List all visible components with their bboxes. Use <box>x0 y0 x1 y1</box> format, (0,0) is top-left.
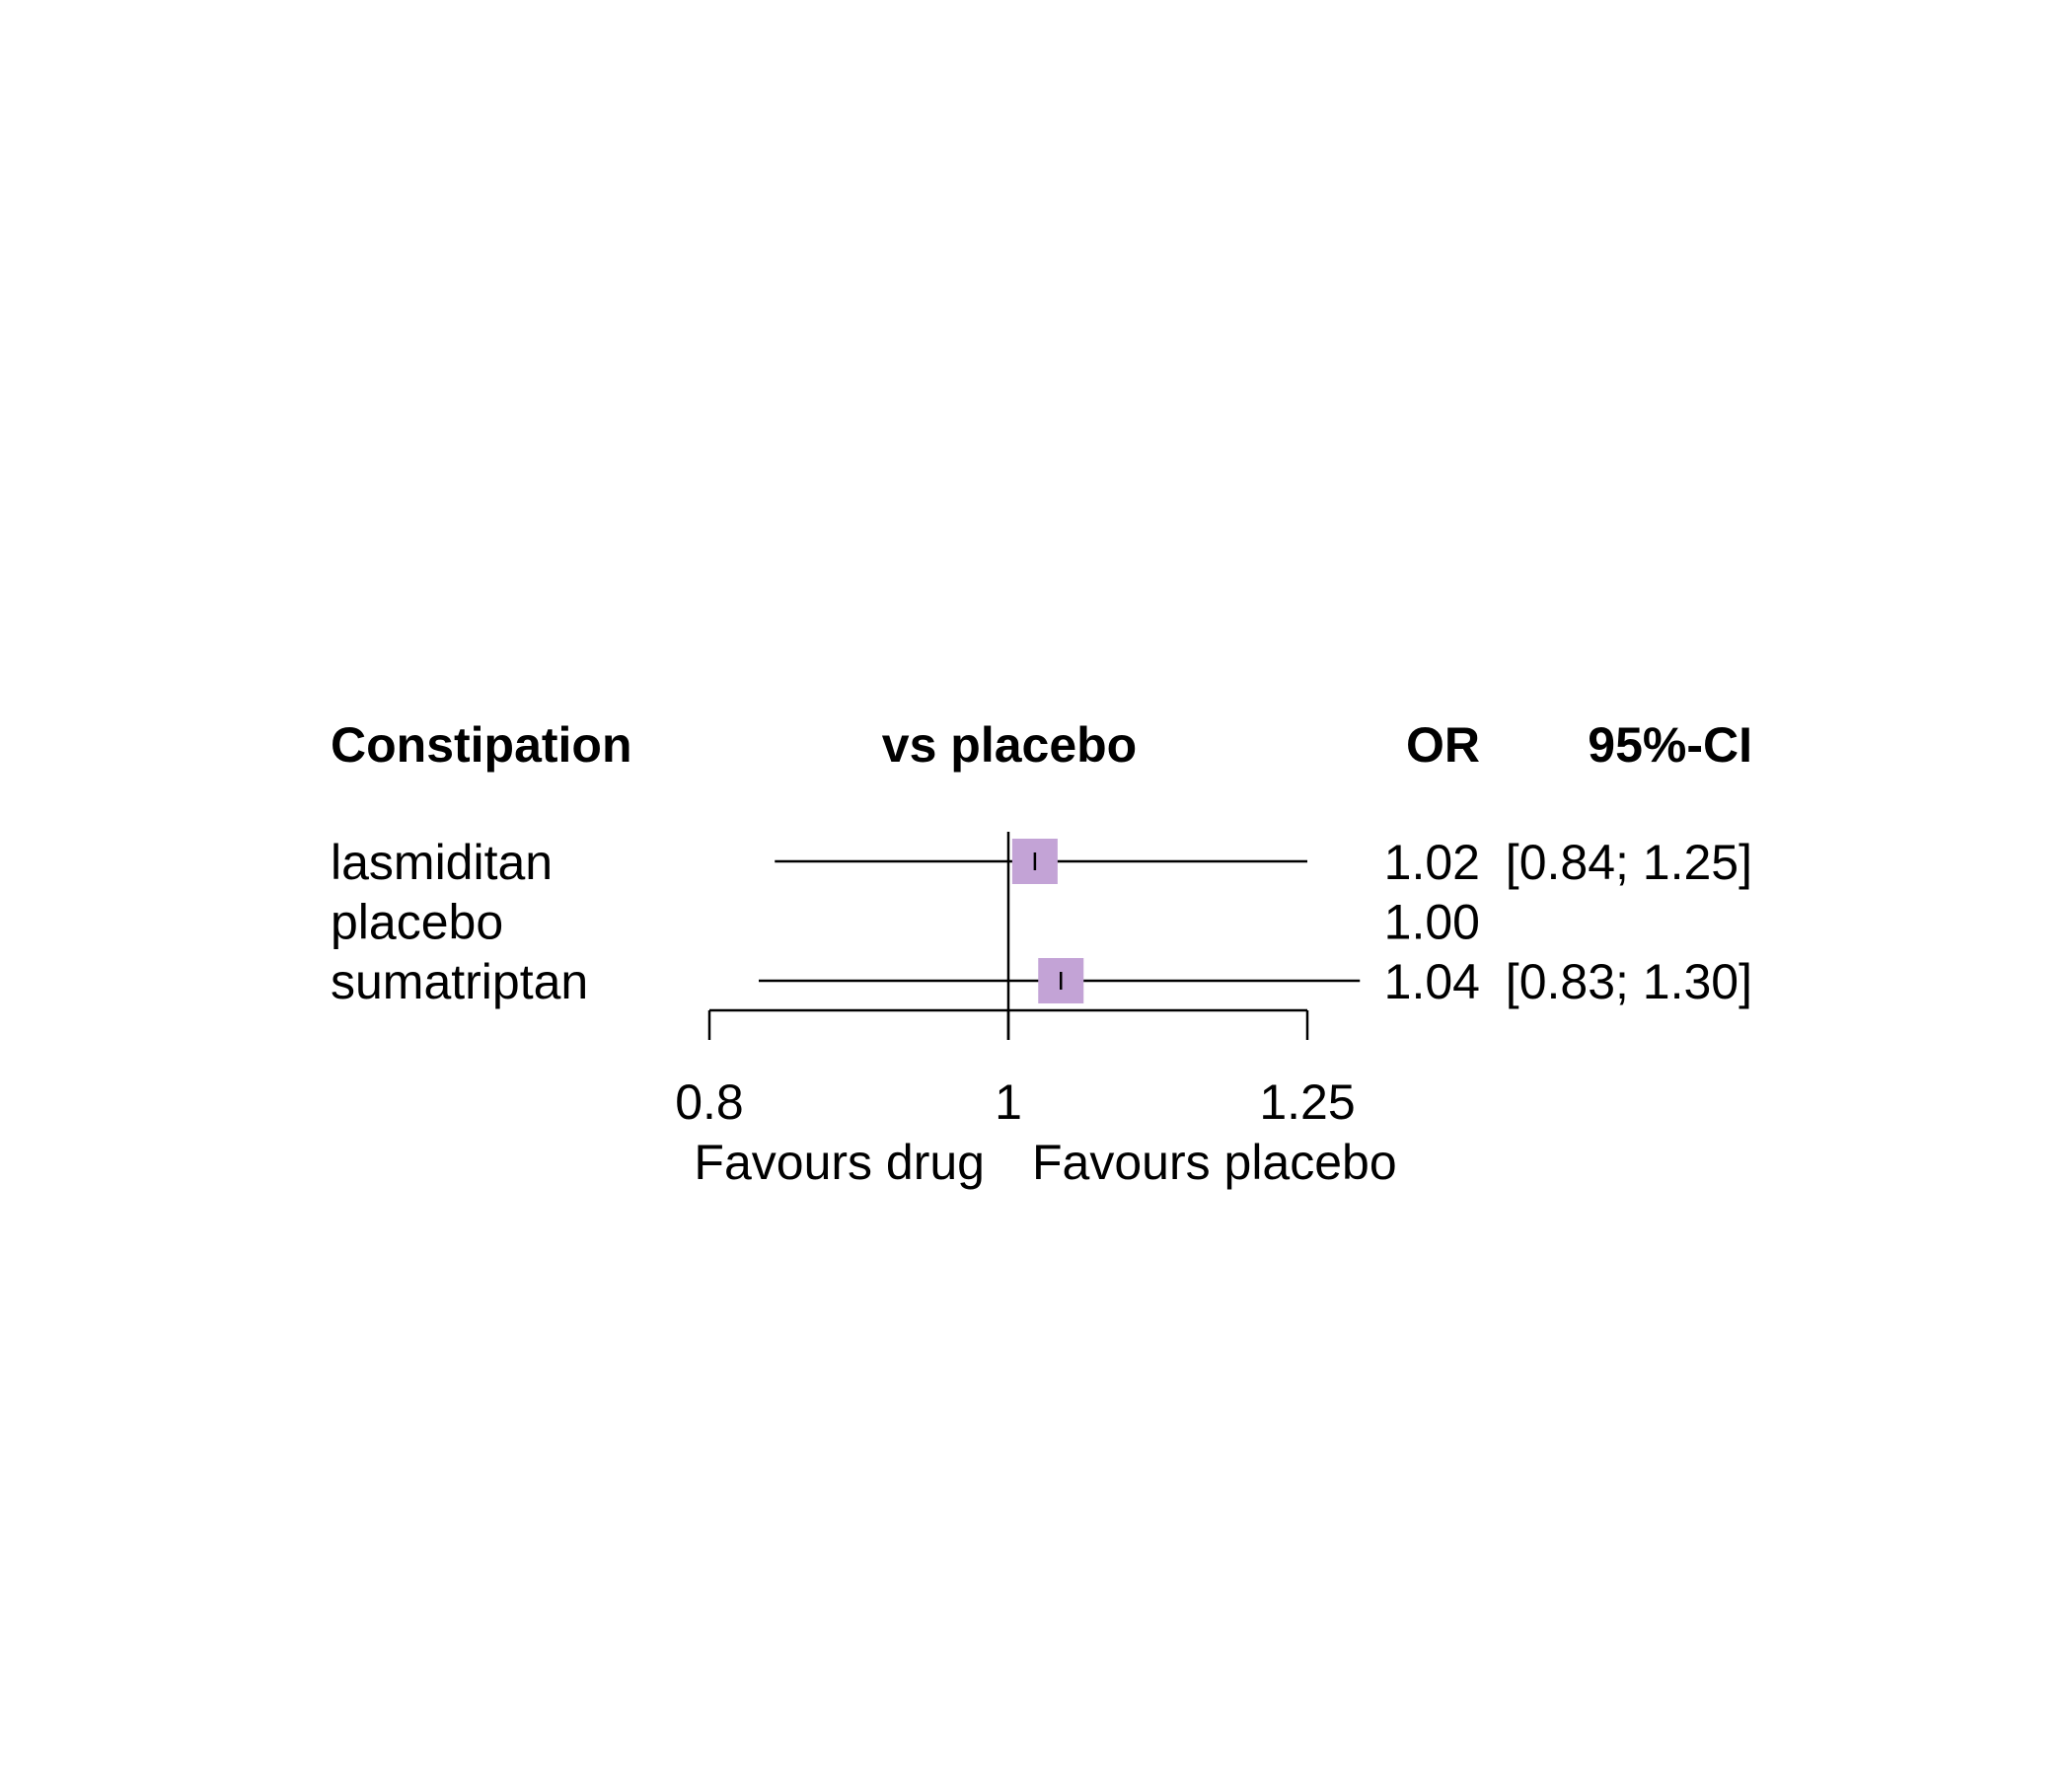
row-label: sumatriptan <box>331 954 588 1009</box>
row-label: placebo <box>331 895 503 950</box>
x-axis: 0.8 1 1.25 <box>675 1008 1356 1130</box>
forest-rows: lasmiditan 1.02 [0.84; 1.25] placebo 1.00 sum… <box>331 832 1752 1040</box>
or-value: 1.02 <box>1384 835 1480 890</box>
tick-label: 1 <box>995 1074 1022 1130</box>
header-outcome: Constipation <box>331 717 632 773</box>
header-estimate: OR <box>1406 717 1480 773</box>
row-label: lasmiditan <box>331 835 553 890</box>
tick-label: 0.8 <box>675 1074 744 1130</box>
or-value: 1.00 <box>1384 895 1480 950</box>
header-comparison: vs placebo <box>882 717 1137 773</box>
tick-label: 1.25 <box>1259 1074 1355 1130</box>
ci-value: [0.84; 1.25] <box>1506 835 1752 890</box>
header-interval: 95%-CI <box>1588 717 1752 773</box>
favours-left-label: Favours drug <box>694 1135 985 1190</box>
ci-value: [0.83; 1.30] <box>1506 954 1752 1009</box>
favours-right-label: Favours placebo <box>1032 1135 1397 1190</box>
or-value: 1.04 <box>1384 954 1480 1009</box>
